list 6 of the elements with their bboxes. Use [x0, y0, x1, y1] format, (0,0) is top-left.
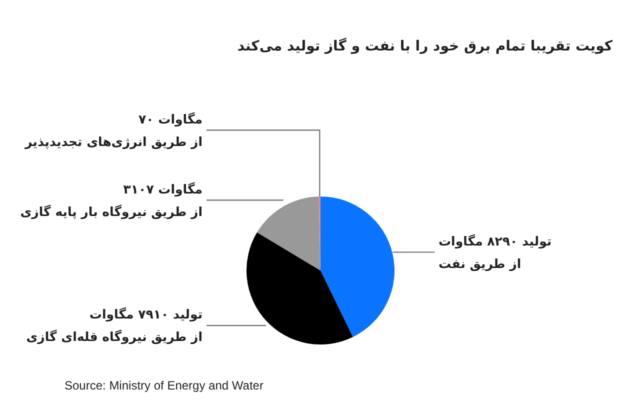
slice-label: ۷۰ مگاوات از طریق انرژی‌های تجدیدپذیر: [24, 111, 203, 150]
source-note: Source: Ministry of Energy and Water: [64, 378, 264, 392]
chart-title: کویت تقریبا تمام برق خود را با نفت و گاز تولید می‌کند: [237, 38, 614, 54]
slice-label: تولید ۸۲۹۰ مگاوات از طریق نفت: [438, 233, 552, 272]
slice-label: ۳۱۰۷ مگاوات از طریق نیروگاه بار پایه گازی: [20, 181, 203, 220]
slice-label: تولید ۷۹۱۰ مگاوات از طریق نیروگاه قله‌ای گازی: [26, 306, 203, 346]
